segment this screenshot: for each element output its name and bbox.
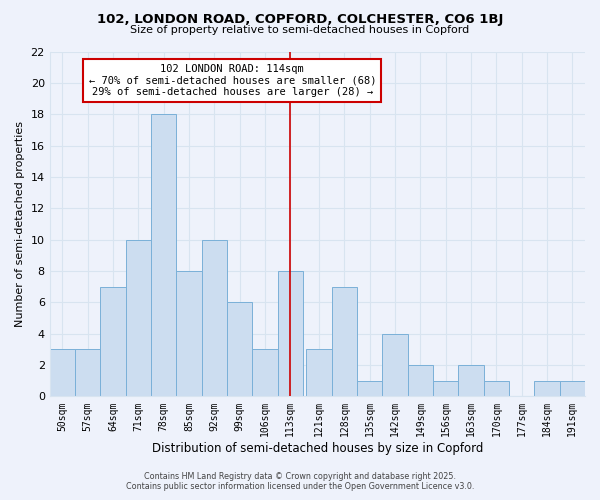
Bar — [535, 380, 560, 396]
Bar — [433, 380, 458, 396]
Text: 102 LONDON ROAD: 114sqm
← 70% of semi-detached houses are smaller (68)
29% of se: 102 LONDON ROAD: 114sqm ← 70% of semi-de… — [89, 64, 376, 97]
Bar — [227, 302, 252, 396]
Bar — [125, 240, 151, 396]
Bar — [278, 271, 303, 396]
Bar — [252, 350, 278, 397]
Bar — [176, 271, 202, 396]
Bar — [202, 240, 227, 396]
Text: Contains HM Land Registry data © Crown copyright and database right 2025.
Contai: Contains HM Land Registry data © Crown c… — [126, 472, 474, 491]
Bar — [75, 350, 100, 397]
Bar — [484, 380, 509, 396]
Text: 102, LONDON ROAD, COPFORD, COLCHESTER, CO6 1BJ: 102, LONDON ROAD, COPFORD, COLCHESTER, C… — [97, 12, 503, 26]
Bar — [560, 380, 585, 396]
Bar — [357, 380, 382, 396]
Bar — [151, 114, 176, 397]
Bar — [408, 365, 433, 396]
Bar — [382, 334, 408, 396]
Bar — [50, 350, 75, 397]
Text: Size of property relative to semi-detached houses in Copford: Size of property relative to semi-detach… — [130, 25, 470, 35]
Bar — [458, 365, 484, 396]
Bar — [307, 350, 332, 397]
Bar — [100, 286, 125, 397]
Y-axis label: Number of semi-detached properties: Number of semi-detached properties — [15, 121, 25, 327]
Bar — [332, 286, 357, 397]
X-axis label: Distribution of semi-detached houses by size in Copford: Distribution of semi-detached houses by … — [152, 442, 483, 455]
